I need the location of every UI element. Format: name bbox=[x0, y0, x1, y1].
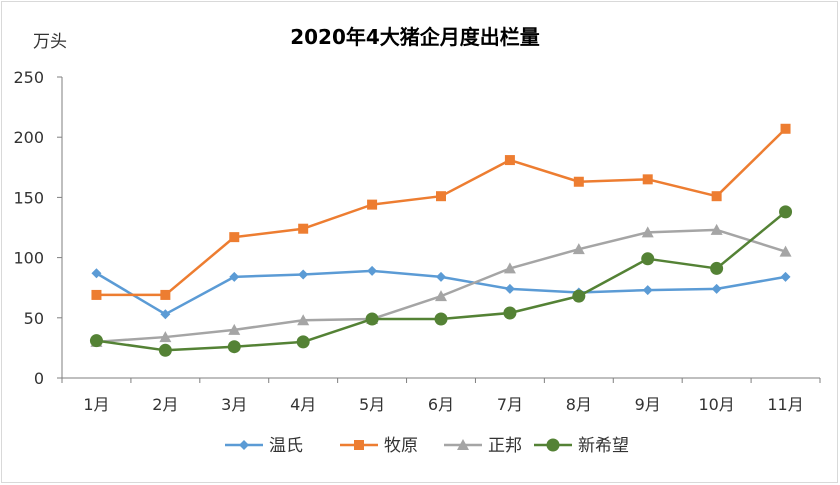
x-tick-label: 7月 bbox=[497, 395, 523, 414]
legend-item: 新希望 bbox=[534, 436, 629, 456]
x-tick-label: 3月 bbox=[221, 395, 247, 414]
x-tick-label: 5月 bbox=[359, 395, 385, 414]
data-point bbox=[642, 174, 653, 185]
data-point bbox=[436, 191, 446, 202]
legend-label: 新希望 bbox=[578, 436, 629, 456]
data-point bbox=[779, 245, 792, 257]
data-point bbox=[641, 226, 654, 238]
data-point bbox=[91, 268, 102, 279]
y-tick-label: 200 bbox=[13, 128, 44, 147]
data-point bbox=[572, 289, 586, 303]
data-point bbox=[298, 269, 309, 280]
data-point bbox=[504, 283, 515, 294]
legend-label: 正邦 bbox=[488, 436, 522, 456]
x-tick-label: 8月 bbox=[566, 395, 592, 414]
data-point bbox=[160, 309, 171, 320]
data-point bbox=[503, 306, 517, 320]
data-point bbox=[228, 323, 241, 335]
y-tick-label: 150 bbox=[13, 188, 44, 207]
data-point bbox=[365, 312, 379, 326]
series-2 bbox=[90, 223, 792, 347]
data-point bbox=[711, 191, 722, 202]
legend: 温氏 牧原 正邦 新希望 bbox=[225, 436, 629, 456]
y-tick-label: 250 bbox=[13, 68, 44, 87]
data-point bbox=[434, 312, 448, 326]
series-3 bbox=[89, 205, 793, 357]
data-point bbox=[710, 223, 723, 235]
legend-item: 正邦 bbox=[444, 436, 522, 456]
chart-title: 2020年4大猪企月度出栏量 bbox=[290, 25, 540, 49]
legend-marker bbox=[546, 438, 560, 452]
data-point bbox=[160, 289, 171, 300]
y-axis-label: 万头 bbox=[33, 32, 67, 52]
legend-marker bbox=[457, 439, 469, 450]
x-tick-label: 1月 bbox=[83, 395, 109, 414]
data-point bbox=[436, 271, 446, 282]
legend-item: 温氏 bbox=[225, 436, 303, 456]
data-point bbox=[159, 331, 172, 343]
data-point bbox=[780, 271, 791, 282]
x-tick-label: 10月 bbox=[698, 395, 734, 414]
data-point bbox=[91, 289, 102, 300]
data-point bbox=[367, 265, 378, 276]
data-point bbox=[573, 176, 584, 187]
data-point bbox=[572, 243, 585, 255]
series-0 bbox=[91, 265, 791, 320]
data-point bbox=[435, 290, 447, 302]
data-point bbox=[642, 285, 653, 296]
data-point bbox=[503, 262, 516, 274]
data-point bbox=[297, 314, 310, 326]
x-tick-label: 2月 bbox=[152, 395, 178, 414]
axes: 0 50 100 150 200 250 1月 2月 3月 4月 5月 6月 7月 8月 9月 10月 11月 bbox=[13, 68, 821, 414]
x-tick-label: 11月 bbox=[767, 395, 803, 414]
data-point bbox=[296, 335, 310, 349]
data-point bbox=[504, 155, 515, 166]
y-tick-label: 50 bbox=[24, 309, 44, 328]
data-point bbox=[710, 261, 724, 275]
legend-marker bbox=[354, 440, 364, 450]
data-point bbox=[229, 271, 240, 282]
x-tick-label: 6月 bbox=[428, 395, 454, 414]
data-point bbox=[641, 252, 655, 266]
data-point bbox=[780, 123, 791, 134]
data-point bbox=[229, 232, 240, 243]
data-point bbox=[367, 199, 378, 210]
y-tick-label: 100 bbox=[13, 249, 44, 268]
y-tick-label: 0 bbox=[34, 369, 44, 388]
data-point bbox=[779, 205, 793, 219]
legend-label: 温氏 bbox=[269, 436, 303, 456]
series-line bbox=[96, 127, 787, 297]
data-point bbox=[298, 223, 309, 234]
x-tick-label: 9月 bbox=[635, 395, 661, 414]
series-layer bbox=[89, 123, 793, 357]
series-1 bbox=[91, 123, 791, 300]
data-point bbox=[227, 340, 241, 354]
data-point bbox=[711, 283, 722, 294]
x-tick-label: 4月 bbox=[290, 395, 316, 414]
legend-item: 牧原 bbox=[340, 436, 418, 456]
legend-marker bbox=[239, 440, 249, 450]
data-point bbox=[158, 343, 172, 357]
data-point bbox=[89, 334, 103, 348]
legend-label: 牧原 bbox=[384, 436, 418, 456]
